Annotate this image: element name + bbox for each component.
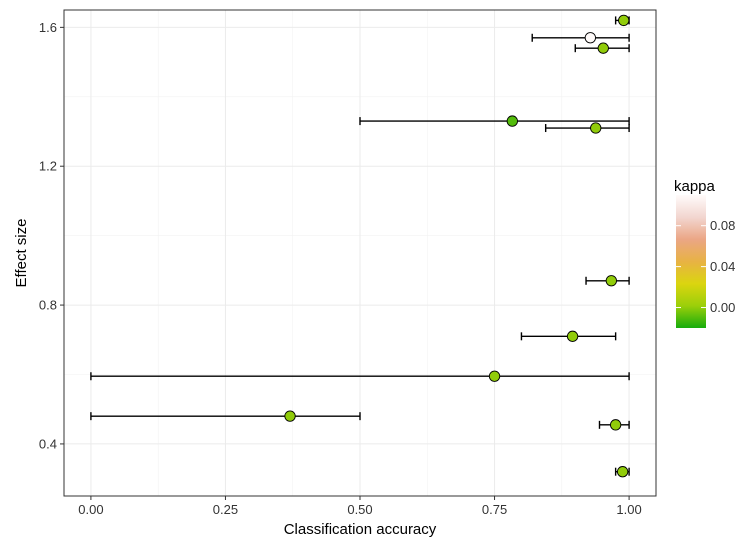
data-point <box>506 115 518 127</box>
data-point <box>609 419 622 431</box>
data-point <box>605 275 617 287</box>
error-bars <box>90 16 630 476</box>
x-tick-label: 1.00 <box>616 502 641 517</box>
legend-title: kappa <box>674 178 716 195</box>
data-point <box>618 14 630 27</box>
y-tick-label: 1.6 <box>39 20 57 35</box>
data-point <box>566 330 579 342</box>
y-tick-label: 1.2 <box>39 159 57 174</box>
data-point <box>584 32 596 44</box>
legend-tick-label: 0.00 <box>710 300 735 315</box>
x-axis: 0.00 0.25 0.50 0.75 1.00 <box>78 496 642 517</box>
legend-tick-label: 0.08 <box>710 218 735 233</box>
data-point <box>488 370 501 382</box>
x-tick-label: 0.00 <box>78 502 103 517</box>
y-tick-label: 0.8 <box>39 298 57 313</box>
data-point <box>597 42 609 54</box>
data-point <box>284 410 296 422</box>
x-axis-title: Classification accuracy <box>284 521 437 538</box>
legend-tick-label: 0.04 <box>710 259 735 274</box>
x-tick-label: 0.75 <box>482 502 507 517</box>
x-tick-label: 0.50 <box>347 502 372 517</box>
data-point <box>616 466 629 478</box>
y-axis: 0.4 0.8 1.2 1.6 <box>39 20 64 451</box>
legend: kappa 0.00 0.04 0.08 <box>674 178 735 328</box>
y-tick-label: 0.4 <box>39 436 57 451</box>
x-tick-label: 0.25 <box>213 502 238 517</box>
data-points <box>284 14 630 478</box>
data-point <box>590 122 602 134</box>
legend-colorbar <box>676 195 706 328</box>
y-axis-title: Effect size <box>13 219 30 288</box>
